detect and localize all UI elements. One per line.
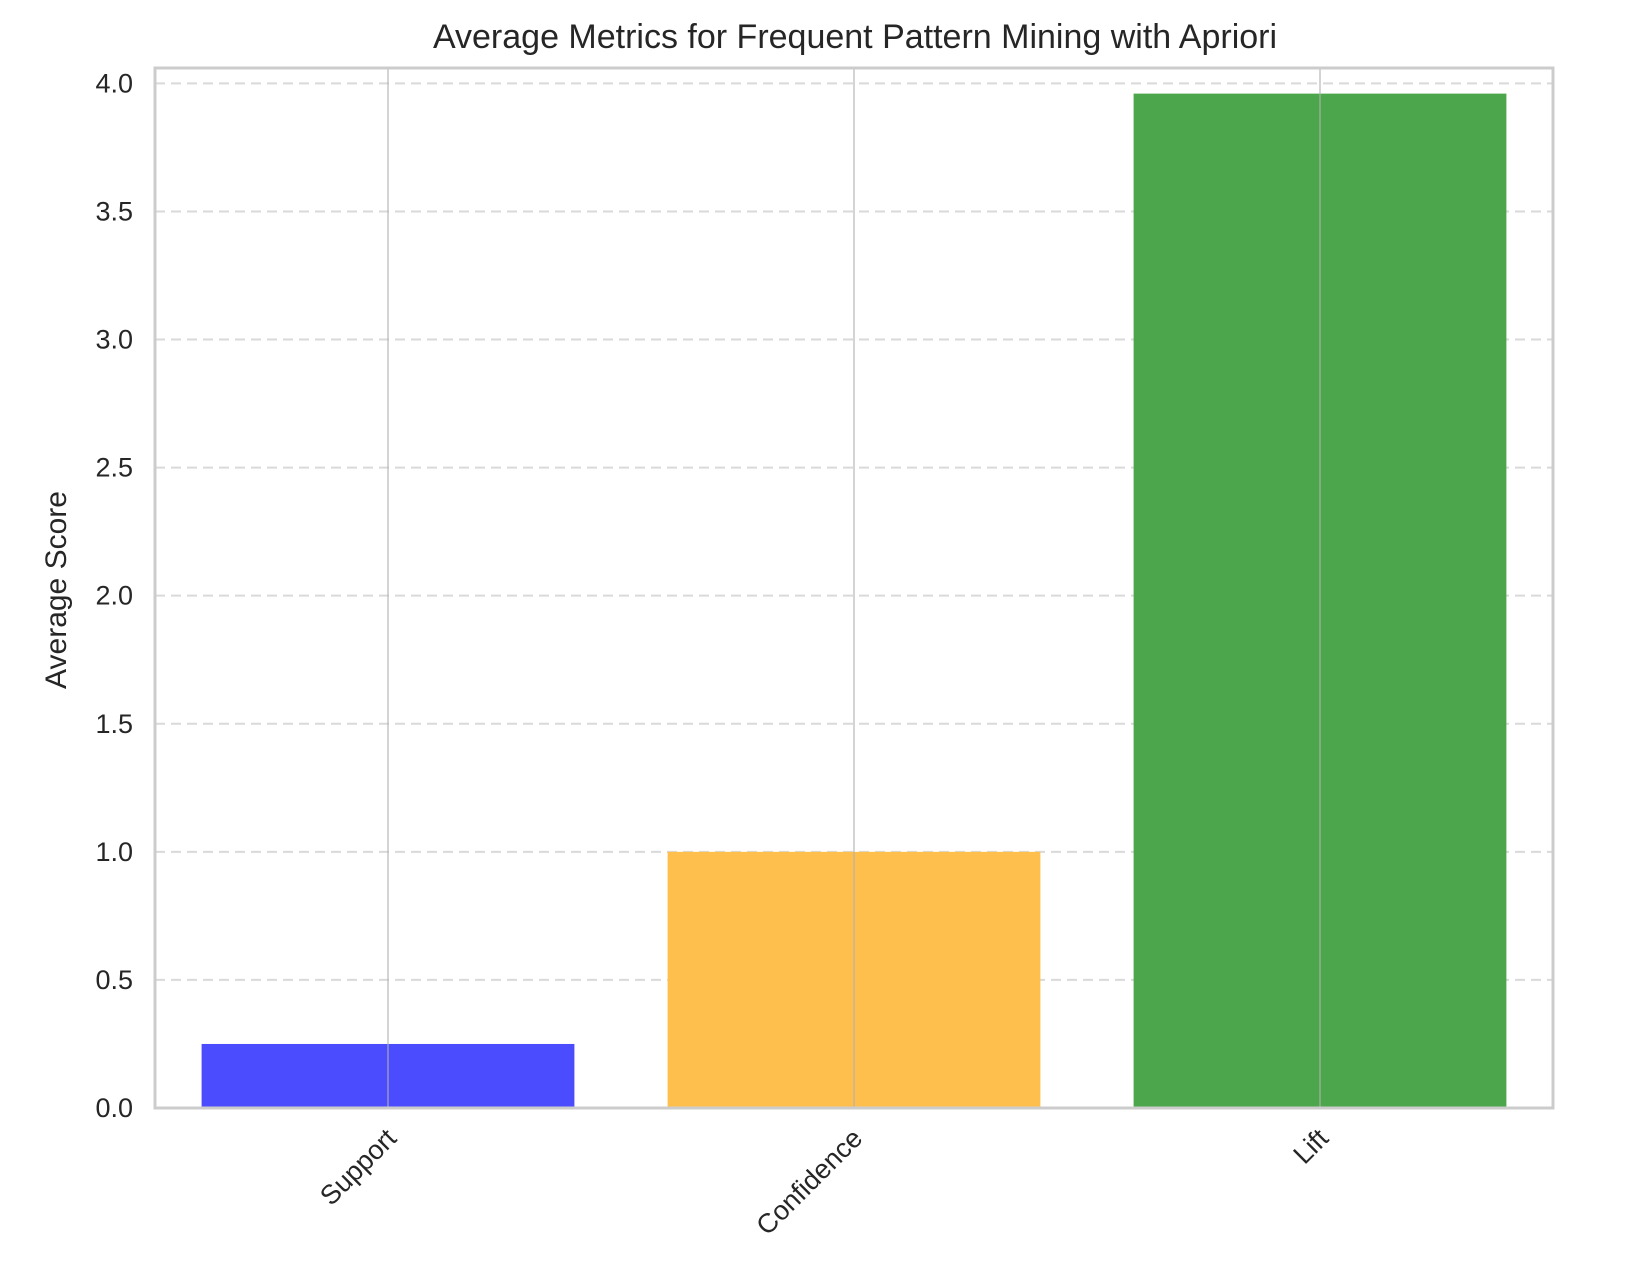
y-tick-label: 2.5 — [95, 453, 133, 483]
x-tick-label-lift: Lift — [1288, 1123, 1335, 1170]
plot-frame — [153, 66, 1555, 1110]
y-tick-label: 0.0 — [95, 1093, 133, 1123]
y-tick-label: 1.5 — [95, 709, 133, 739]
chart-title: Average Metrics for Frequent Pattern Min… — [433, 18, 1277, 56]
y-tick-label: 3.5 — [95, 196, 133, 226]
x-tick-label-support: Support — [314, 1123, 402, 1211]
y-tick-label: 3.0 — [95, 325, 133, 355]
y-tick-label: 4.0 — [95, 68, 133, 98]
x-tick-label-confidence: Confidence — [750, 1123, 868, 1241]
y-tick-label: 2.0 — [95, 581, 133, 611]
y-axis-label: Average Score — [40, 491, 73, 689]
y-tick-label: 1.0 — [95, 837, 133, 867]
plot-area: 0.0 0.5 1.0 1.5 2.0 2.5 3.0 3.5 4.0 Support Confid… — [95, 66, 1555, 1241]
y-tick-label: 0.5 — [95, 965, 133, 995]
